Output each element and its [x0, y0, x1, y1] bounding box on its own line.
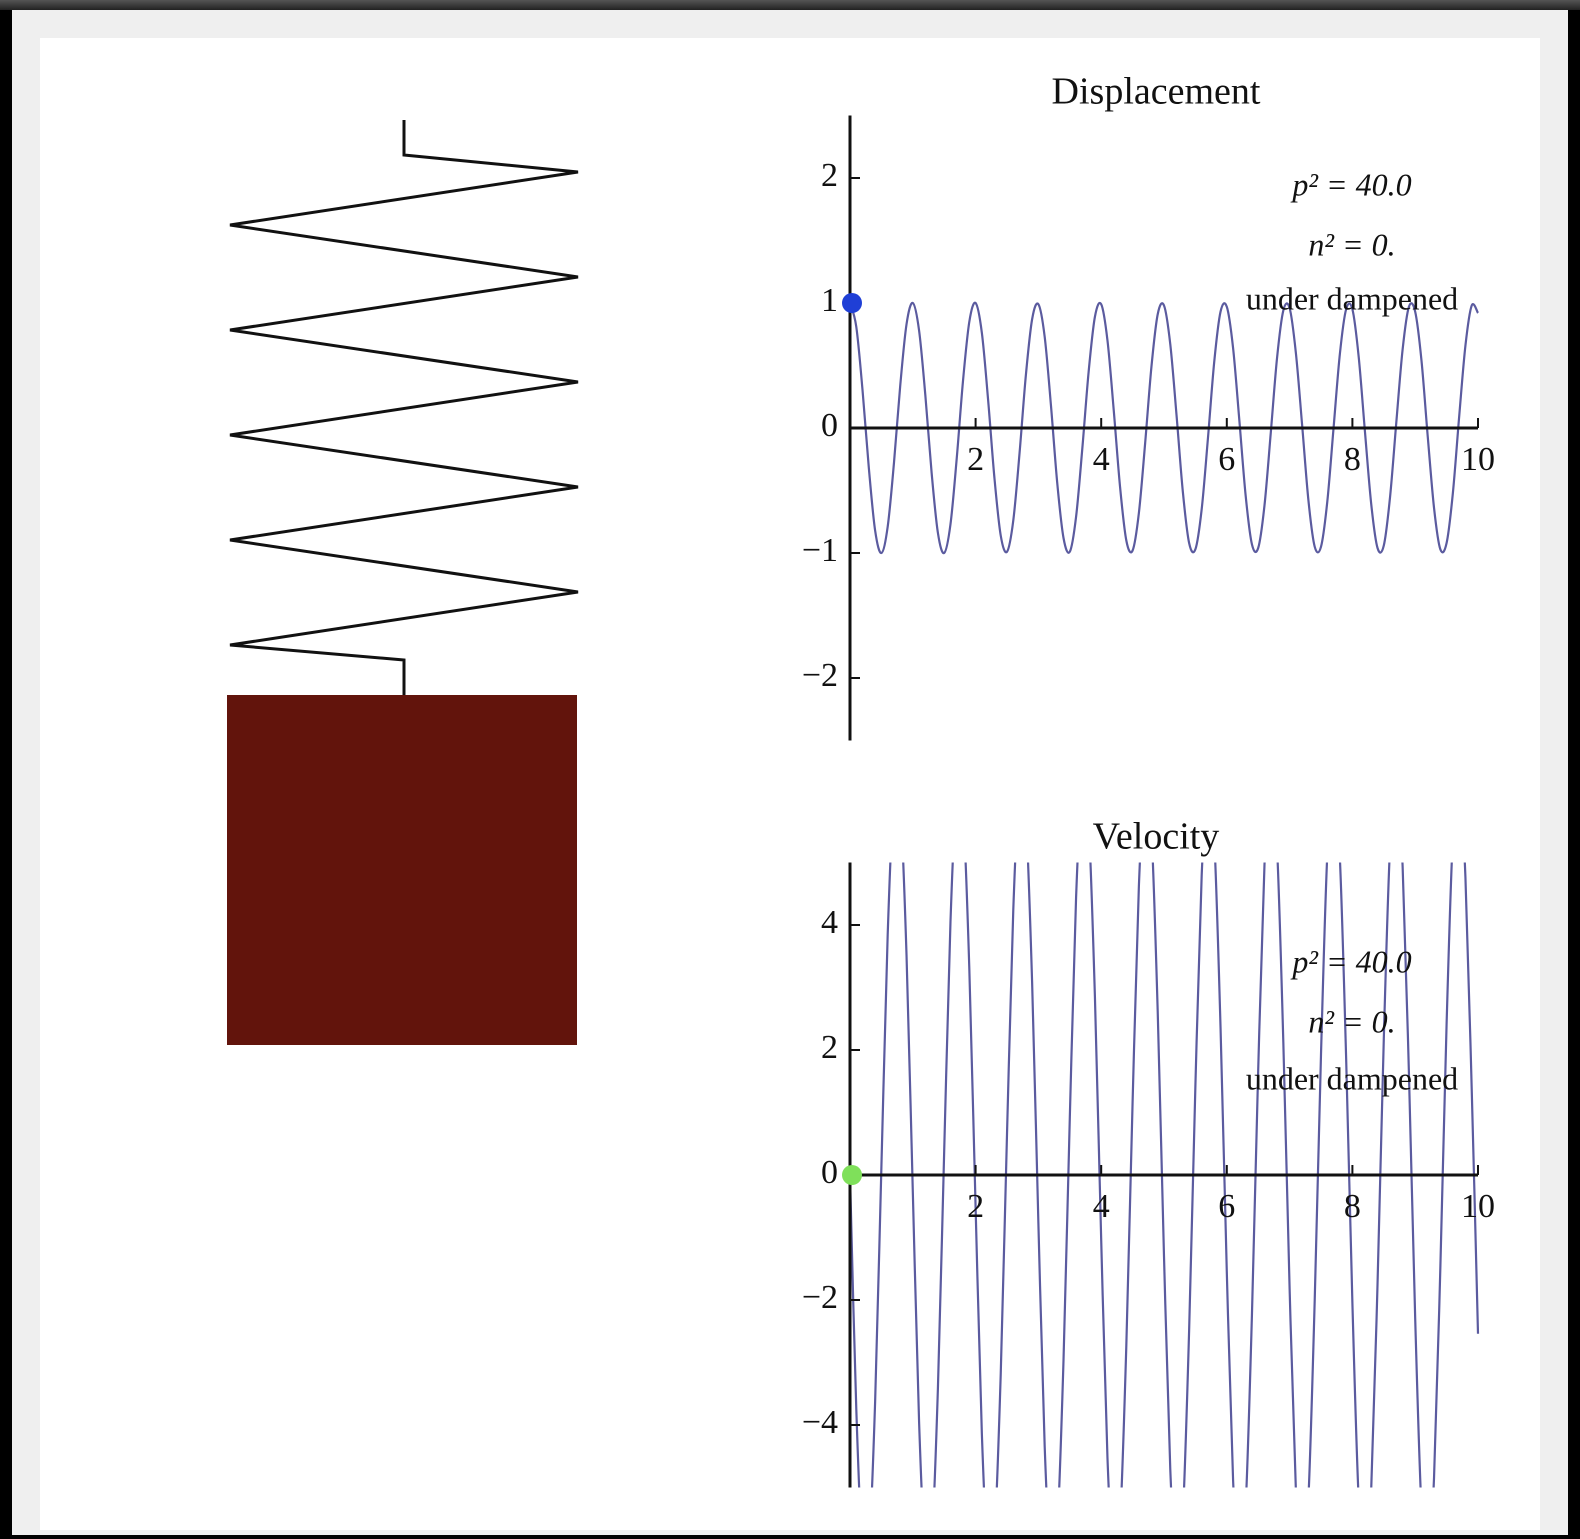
y-tick-label: 4: [821, 904, 838, 941]
data-line: [850, 862, 1480, 1488]
x-tick-label: 2: [967, 441, 984, 478]
spring: [229, 120, 579, 695]
y-tick-label: 2: [821, 1029, 838, 1066]
y-tick-label: 1: [821, 282, 838, 319]
annotation: n² = 0.: [1308, 1003, 1395, 1039]
x-tick-label: 6: [1218, 441, 1235, 478]
title-bar: [0, 0, 1580, 10]
annotation: p² = 40.0: [1290, 943, 1411, 979]
x-tick-label: 2: [967, 1188, 984, 1225]
y-tick-label: −2: [802, 657, 838, 694]
annotation: p² = 40.0: [1290, 166, 1411, 202]
y-tick-label: 0: [821, 407, 838, 444]
annotation: n² = 0.: [1308, 226, 1395, 262]
y-tick-label: 0: [821, 1154, 838, 1191]
chart-title: Displacement: [1052, 71, 1261, 113]
state-marker: [842, 1165, 862, 1185]
x-tick-label: 8: [1344, 441, 1361, 478]
x-tick-label: 4: [1093, 1188, 1110, 1225]
x-tick-label: 10: [1461, 1188, 1495, 1225]
data-line: [850, 301, 1479, 555]
y-tick-label: 2: [821, 157, 838, 194]
mass-block: [227, 695, 577, 1045]
y-tick-label: −2: [802, 1279, 838, 1316]
state-marker: [842, 293, 862, 313]
x-tick-label: 4: [1093, 441, 1110, 478]
x-tick-label: 10: [1461, 441, 1495, 478]
x-tick-label: 8: [1344, 1188, 1361, 1225]
x-tick-label: 6: [1218, 1188, 1235, 1225]
y-tick-label: −1: [802, 532, 838, 569]
chart-title: Velocity: [1093, 816, 1220, 858]
annotation: under dampened: [1246, 280, 1458, 316]
annotation: under dampened: [1246, 1060, 1458, 1096]
y-tick-label: −4: [802, 1404, 838, 1441]
